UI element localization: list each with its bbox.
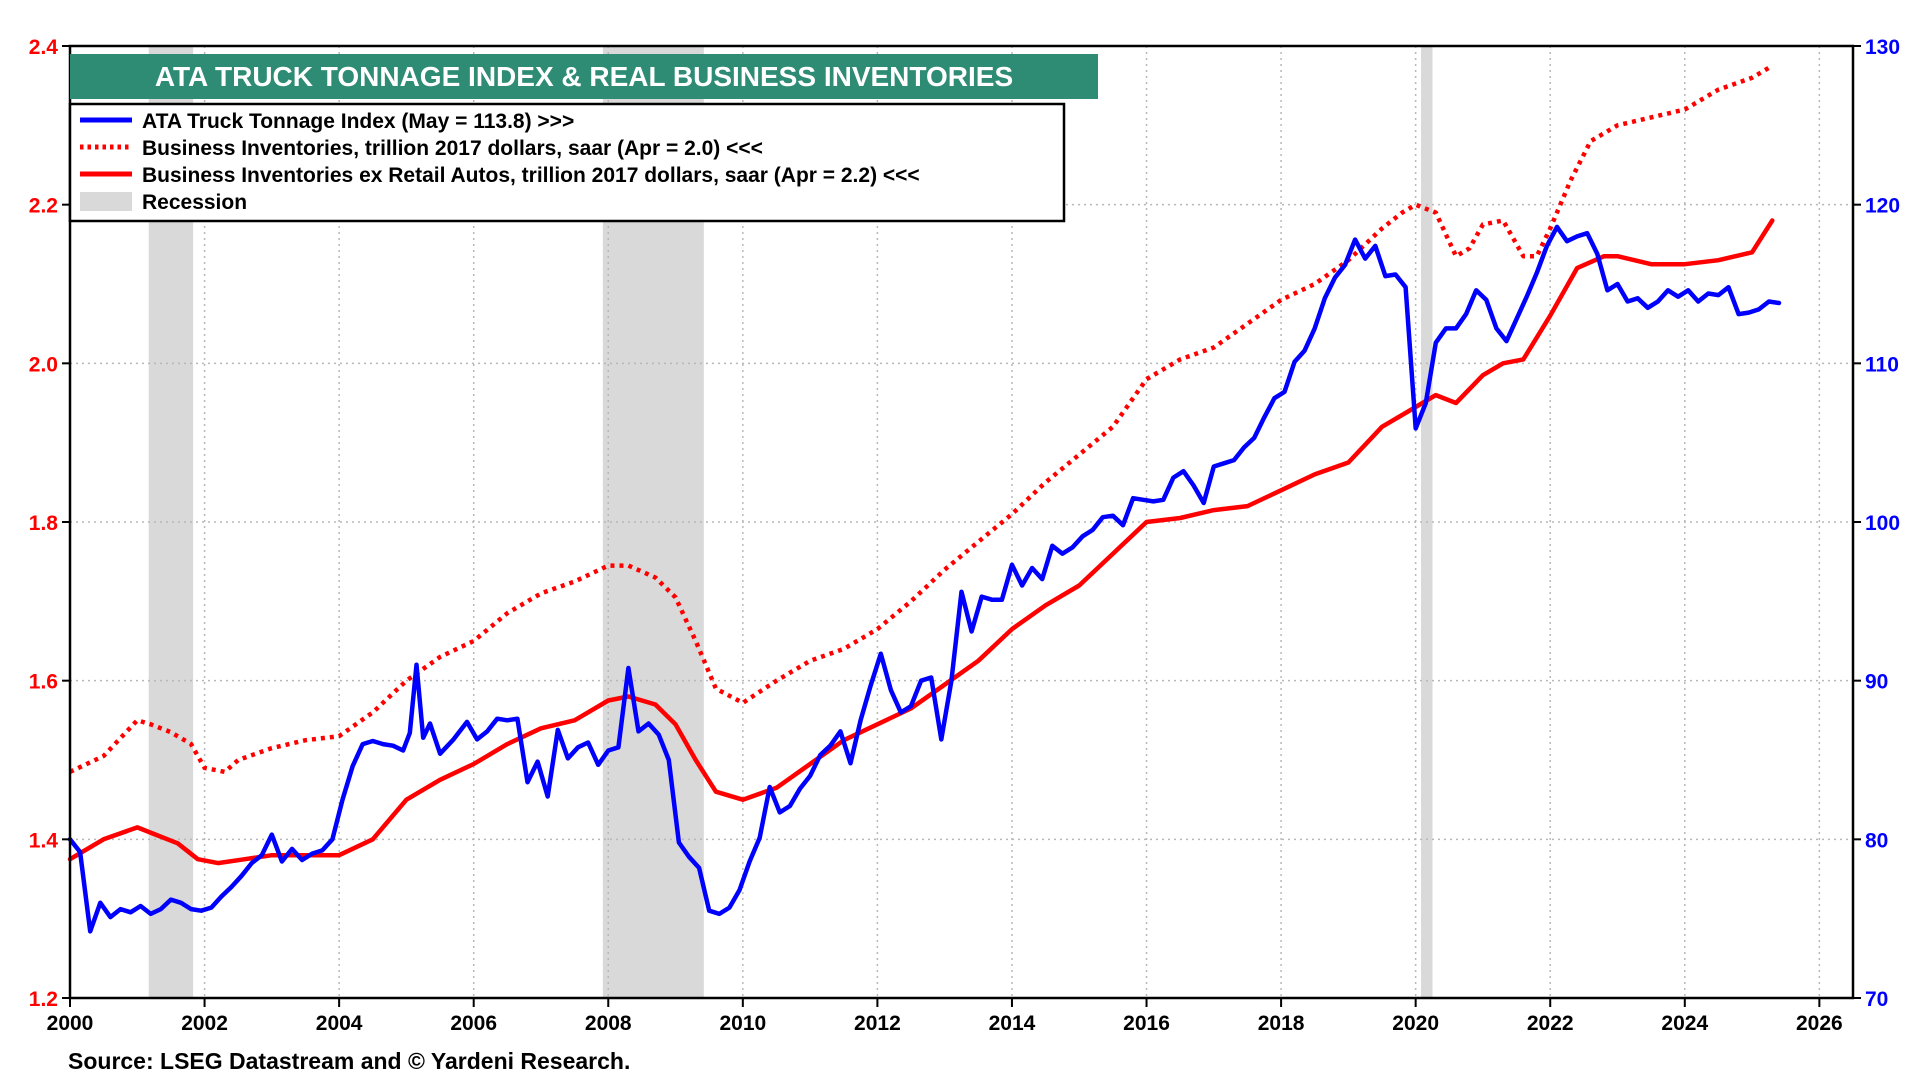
- chart-title: ATA TRUCK TONNAGE INDEX & REAL BUSINESS …: [155, 61, 1013, 92]
- y-right-tick-label: 80: [1865, 829, 1888, 852]
- title-banner: ATA TRUCK TONNAGE INDEX & REAL BUSINESS …: [70, 54, 1098, 99]
- legend-label-recession: Recession: [142, 191, 247, 214]
- series-line-tonnage: [67, 224, 1782, 934]
- x-tick-label: 2026: [1796, 1012, 1843, 1035]
- source-note: Source: LSEG Datastream and © Yardeni Re…: [68, 1048, 631, 1074]
- y-left-tick-label: 2.4: [29, 36, 59, 59]
- y-left-tick-label: 1.4: [29, 829, 59, 852]
- axis-ticks: 2000 2002 2004 2006 2008 2010 2012 2014 2016 2018…: [29, 36, 1900, 1035]
- x-tick-label: 2002: [181, 1012, 228, 1035]
- y-right-tick-label: 70: [1865, 988, 1888, 1011]
- legend-label-inventories-ex-autos: Business Inventories ex Retail Autos, tr…: [142, 164, 920, 187]
- y-left-tick-label: 2.0: [29, 353, 58, 376]
- y-right-tick-label: 120: [1865, 195, 1900, 218]
- x-tick-label: 2016: [1123, 1012, 1170, 1035]
- y-right-tick-label: 100: [1865, 512, 1900, 535]
- x-tick-label: 2008: [585, 1012, 632, 1035]
- y-left-tick-label: 2.2: [29, 195, 58, 218]
- x-tick-label: 2010: [719, 1012, 766, 1035]
- y-right-tick-label: 90: [1865, 671, 1888, 694]
- x-tick-label: 2004: [316, 1012, 363, 1035]
- x-tick-label: 2018: [1258, 1012, 1305, 1035]
- x-tick-label: 2000: [47, 1012, 94, 1035]
- x-tick-label: 2014: [989, 1012, 1036, 1035]
- x-tick-label: 2006: [450, 1012, 497, 1035]
- y-right-tick-label: 110: [1865, 353, 1899, 376]
- y-left-tick-label: 1.6: [29, 671, 58, 694]
- y-left-tick-label: 1.2: [29, 988, 58, 1011]
- legend-label-inventories: Business Inventories, trillion 2017 doll…: [142, 137, 763, 160]
- legend-label-tonnage: ATA Truck Tonnage Index (May = 113.8) >>…: [142, 110, 574, 133]
- x-tick-label: 2024: [1661, 1012, 1708, 1035]
- x-tick-label: 2020: [1392, 1012, 1439, 1035]
- y-right-tick-label: 130: [1865, 36, 1900, 59]
- series-lines: [67, 63, 1782, 934]
- legend: ATA Truck Tonnage Index (May = 113.8) >>…: [68, 102, 1066, 223]
- y-left-tick-label: 1.8: [29, 512, 59, 535]
- x-tick-label: 2012: [854, 1012, 901, 1035]
- legend-swatch-recession: [80, 192, 132, 211]
- x-tick-label: 2022: [1527, 1012, 1574, 1035]
